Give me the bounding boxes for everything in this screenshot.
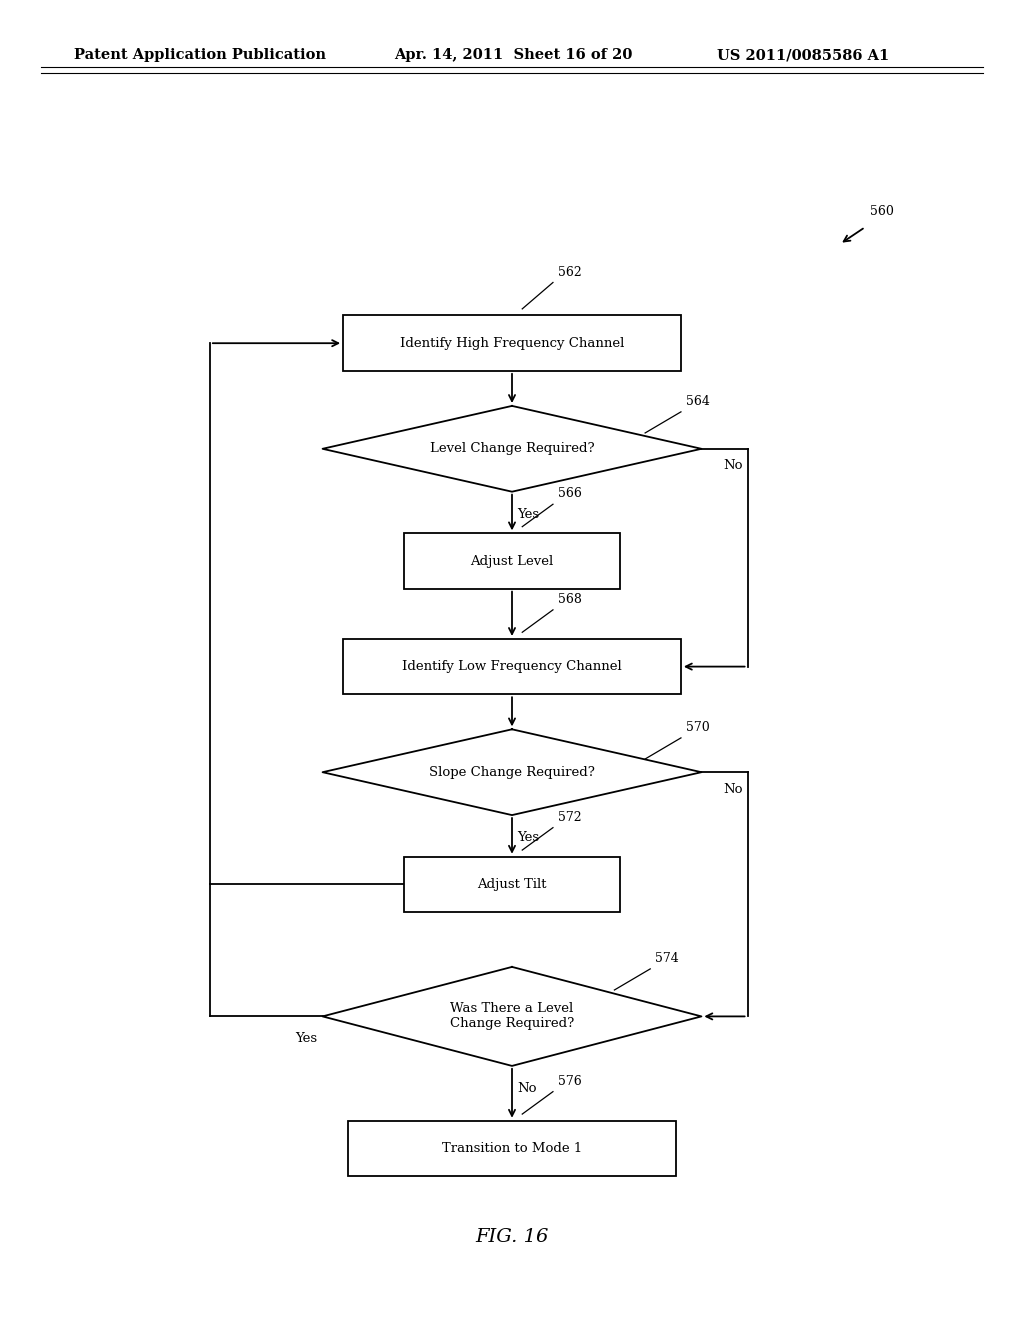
Text: 568: 568 (558, 593, 582, 606)
Text: Adjust Level: Adjust Level (470, 554, 554, 568)
Polygon shape (323, 407, 701, 491)
Text: Transition to Mode 1: Transition to Mode 1 (442, 1142, 582, 1155)
Text: 564: 564 (686, 395, 710, 408)
Text: 570: 570 (686, 721, 710, 734)
Bar (343, 639, 681, 694)
Text: FIG. 16: FIG. 16 (475, 1228, 549, 1246)
Text: Yes: Yes (295, 1032, 317, 1045)
Text: No: No (723, 459, 742, 473)
Text: 572: 572 (558, 810, 582, 824)
Text: 576: 576 (558, 1074, 582, 1088)
Text: Patent Application Publication: Patent Application Publication (74, 49, 326, 62)
Bar (404, 533, 620, 589)
Bar (343, 315, 681, 371)
Text: 574: 574 (655, 952, 679, 965)
Text: US 2011/0085586 A1: US 2011/0085586 A1 (717, 49, 889, 62)
Polygon shape (323, 729, 701, 816)
Text: Apr. 14, 2011  Sheet 16 of 20: Apr. 14, 2011 Sheet 16 of 20 (394, 49, 633, 62)
Text: 562: 562 (558, 265, 582, 279)
Text: Yes: Yes (517, 507, 540, 520)
Bar (348, 1121, 676, 1176)
Text: 566: 566 (558, 487, 582, 500)
Text: Was There a Level
Change Required?: Was There a Level Change Required? (450, 1002, 574, 1031)
Text: Identify High Frequency Channel: Identify High Frequency Channel (399, 337, 625, 350)
Text: Level Change Required?: Level Change Required? (430, 442, 594, 455)
Text: No: No (723, 783, 742, 796)
Text: Slope Change Required?: Slope Change Required? (429, 766, 595, 779)
Text: Yes: Yes (517, 832, 540, 843)
Text: Adjust Tilt: Adjust Tilt (477, 878, 547, 891)
Text: Identify Low Frequency Channel: Identify Low Frequency Channel (402, 660, 622, 673)
Text: 560: 560 (870, 205, 894, 218)
Polygon shape (323, 966, 701, 1067)
Text: No: No (517, 1082, 537, 1094)
Bar (404, 857, 620, 912)
